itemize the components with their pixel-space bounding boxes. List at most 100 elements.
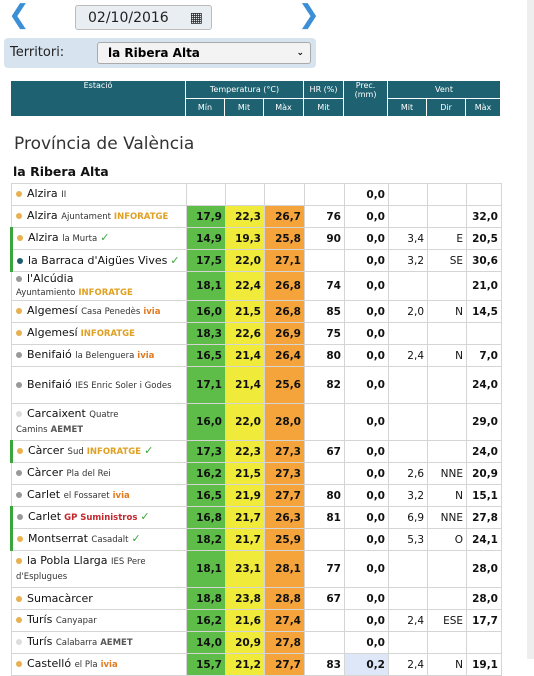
value-cell: 0,0 — [344, 344, 389, 367]
value-cell: NNE — [427, 462, 467, 485]
sub-header: Mit — [387, 98, 428, 117]
station-row: l'Alcúdia Ayuntamiento INFORATGE 18,1 22,4 2… — [11, 271, 502, 301]
status-dot — [17, 514, 23, 520]
value-cell: 0,0 — [344, 205, 389, 228]
value-cell — [388, 631, 428, 654]
value-cell: 21,0 — [466, 271, 502, 301]
value-cell: 2,4 — [388, 609, 428, 632]
value-cell — [388, 366, 428, 404]
station-name: Algemesí — [27, 326, 78, 339]
value-cell: 28,0 — [466, 550, 502, 588]
station-cell: Càrcer Pla del Rei — [11, 462, 187, 485]
sub-header: Mit — [303, 98, 345, 117]
value-cell: 16,2 — [186, 609, 226, 632]
value-cell: 17,3 — [186, 440, 226, 463]
station-row: Alzira Ajuntament INFORATGE 17,9 22,3 26,7 76… — [11, 205, 502, 228]
station-cell: Montserrat Casadalt ✓ — [10, 528, 187, 551]
value-cell: N — [427, 484, 467, 507]
value-cell: 32,0 — [466, 205, 502, 228]
station-name: Alzira — [27, 187, 58, 200]
value-cell: 83 — [304, 653, 345, 676]
value-cell: 22,0 — [225, 249, 265, 272]
station-name: Benifaió — [27, 377, 72, 391]
value-cell: 0,0 — [344, 403, 389, 441]
value-cell: 30,6 — [466, 249, 502, 272]
value-cell: 18,3 — [186, 322, 226, 345]
station-name: l'Alcúdia — [27, 272, 74, 285]
value-cell — [304, 403, 345, 441]
territori-select[interactable]: la Ribera Alta ⌄ — [97, 42, 311, 64]
value-cell — [427, 322, 467, 345]
station-cell: la Barraca d'Aigües Vives ✓ — [10, 249, 187, 272]
station-row: Carlet el Fossaret ivia 16,5 21,9 27,7 80 0,0 3… — [11, 484, 502, 507]
value-cell: 0,0 — [344, 484, 389, 507]
value-cell: 21,5 — [225, 462, 265, 485]
next-day[interactable]: ❯ — [298, 0, 320, 30]
value-cell: 21,4 — [225, 366, 265, 404]
station-row: Turís Canyapar 16,2 21,6 27,4 0,0 2,4 ESE 17,7 — [11, 609, 502, 632]
scrollbar[interactable] — [527, 0, 534, 659]
value-cell — [304, 462, 345, 485]
station-cell: Sumacàrcer — [11, 587, 187, 610]
station-sub: Sud — [67, 447, 84, 457]
value-cell: 80 — [304, 484, 345, 507]
station-name: Algemesí — [27, 304, 78, 317]
value-cell: SE — [427, 249, 467, 272]
value-cell: 21,7 — [225, 528, 265, 551]
territori-bar: Territori: la Ribera Alta ⌄ — [4, 38, 316, 68]
value-cell: 2,4 — [388, 653, 428, 676]
value-cell: 27,4 — [264, 609, 305, 632]
station-cell: Benifaió la Belenguera ivia — [11, 344, 187, 367]
station-sub: la Murta — [62, 234, 98, 244]
station-cell: Algemesí Casa Penedès ivia — [11, 300, 187, 323]
status-dot — [16, 492, 22, 498]
value-cell — [427, 403, 467, 441]
value-cell — [304, 183, 345, 206]
prev-day[interactable]: ❮ — [8, 0, 30, 30]
value-cell — [388, 587, 428, 610]
verified-check: ✓ — [131, 532, 141, 545]
date-input[interactable]: 02/10/2016 ▦ — [75, 5, 212, 30]
station-sub: IES Enric Soler i Godes — [75, 380, 172, 391]
header-table: Estació Temperatura (°C) HR (%) Prec. (mm) V… — [10, 80, 502, 117]
station-sub: Casadalt — [91, 535, 129, 545]
value-cell: 29,0 — [466, 403, 502, 441]
station-row: Alzira II 0,0 — [11, 183, 502, 206]
value-cell — [427, 550, 467, 588]
sub-header: Màx — [262, 98, 305, 117]
source-tag: ivia — [143, 307, 161, 317]
value-cell: 19,3 — [225, 227, 265, 250]
station-sub: Pla del Rei — [66, 469, 111, 479]
value-cell: 14,0 — [186, 631, 226, 654]
station-cell: Carcaixent Quatre Camins AEMET — [11, 403, 187, 441]
status-dot — [16, 308, 22, 314]
station-name: Turís — [27, 635, 53, 648]
station-row: Carcaixent Quatre Camins AEMET 16,0 22,0 28,… — [11, 403, 502, 441]
value-cell: 15,1 — [466, 484, 502, 507]
sub-header: Mit — [224, 98, 264, 117]
station-row: la Barraca d'Aigües Vives ✓ 17,5 22,0 27,1 0,… — [10, 249, 502, 272]
value-cell — [466, 322, 502, 345]
value-cell: 0,0 — [344, 587, 389, 610]
value-cell: 26,3 — [264, 506, 305, 529]
value-cell — [427, 631, 467, 654]
value-cell — [388, 205, 428, 228]
value-cell: 16,8 — [186, 506, 226, 529]
value-cell: 23,1 — [225, 550, 265, 588]
status-dot — [16, 276, 22, 282]
status-dot — [16, 352, 22, 358]
value-cell: 21,6 — [225, 609, 265, 632]
station-sub: Ayuntamiento — [16, 288, 76, 298]
station-name: Benifaió — [27, 348, 72, 361]
value-cell: 14,9 — [186, 227, 226, 250]
station-cell: Carlet el Fossaret ivia — [11, 484, 187, 507]
value-cell: E — [427, 227, 467, 250]
value-cell: 26,8 — [264, 300, 305, 323]
value-cell: 67 — [304, 440, 345, 463]
value-cell: NNE — [427, 506, 467, 529]
value-cell: 0,0 — [344, 609, 389, 632]
value-cell — [388, 322, 428, 345]
source-tag: ivia — [137, 351, 155, 361]
value-cell: 20,9 — [466, 462, 502, 485]
sub-header: Màx — [465, 98, 502, 117]
